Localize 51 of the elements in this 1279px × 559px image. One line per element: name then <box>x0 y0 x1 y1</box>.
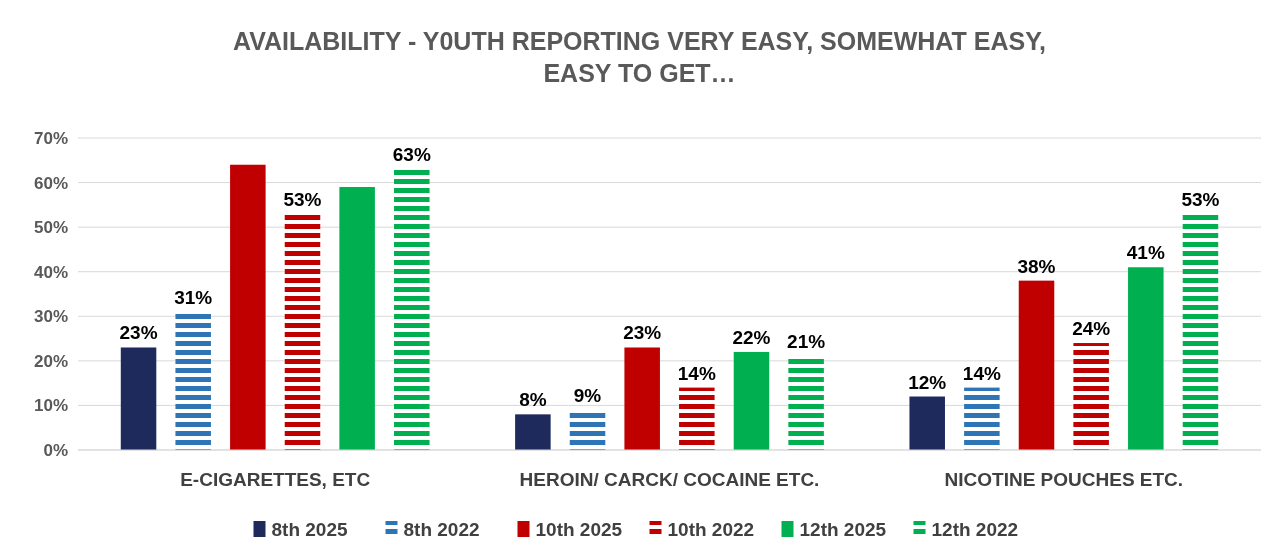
data-label: 53% <box>283 188 322 210</box>
legend-label: 8th 2022 <box>403 518 480 540</box>
data-label: 14% <box>962 362 1001 384</box>
bar <box>515 414 551 450</box>
y-tick-label: 70% <box>33 128 68 148</box>
y-tick-label: 10% <box>33 396 68 416</box>
data-label: 23% <box>119 322 158 344</box>
y-tick-label: 20% <box>33 351 68 371</box>
legend-label: 10th 2022 <box>667 518 755 540</box>
data-label: 22% <box>732 326 771 348</box>
data-label: 41% <box>1126 242 1165 264</box>
bar <box>909 396 945 450</box>
y-tick-label: 0% <box>43 440 68 460</box>
bar <box>1073 343 1109 450</box>
x-tick-label: HEROIN/ CARCK/ COCAINE ETC. <box>519 469 820 490</box>
data-label: 23% <box>623 322 662 344</box>
bar <box>788 356 824 450</box>
bar <box>339 187 375 450</box>
y-tick-label: 50% <box>33 218 68 238</box>
bar <box>1018 280 1055 450</box>
bar <box>230 164 266 450</box>
data-label: 8% <box>519 389 547 411</box>
y-tick-label: 30% <box>33 307 68 327</box>
data-label: 12% <box>908 371 947 393</box>
bar <box>964 387 1000 450</box>
bar <box>624 347 660 450</box>
data-label: 24% <box>1072 318 1111 340</box>
y-tick-label: 60% <box>33 173 68 193</box>
x-tick-label: E-CIGARETTES, ETC <box>180 469 371 490</box>
legend-label: 10th 2025 <box>535 518 623 540</box>
data-label: 53% <box>1181 188 1220 210</box>
bar <box>120 347 157 450</box>
y-tick-label: 40% <box>33 262 68 282</box>
chart-title: AVAILABILITY - Y0UTH REPORTING VERY EASY, SOMEWHAT EASY, EASY TO GET… <box>232 27 1047 87</box>
data-label: 14% <box>677 362 716 384</box>
bar <box>175 311 211 450</box>
bar <box>394 169 430 450</box>
bar <box>284 213 321 450</box>
bar <box>733 351 770 450</box>
legend-label: 12th 2025 <box>799 518 887 540</box>
data-label: 38% <box>1017 255 1056 277</box>
data-label: 31% <box>174 286 213 308</box>
bar <box>1128 267 1164 450</box>
bar <box>679 387 715 450</box>
data-label: 9% <box>573 384 602 406</box>
bar <box>1182 213 1219 450</box>
data-label: 21% <box>787 331 826 353</box>
legend-label: 12th 2022 <box>931 518 1019 540</box>
data-label: 63% <box>392 144 431 166</box>
x-tick-label: NICOTINE POUCHES ETC. <box>944 469 1184 490</box>
legend-label: 8th 2025 <box>271 518 348 540</box>
